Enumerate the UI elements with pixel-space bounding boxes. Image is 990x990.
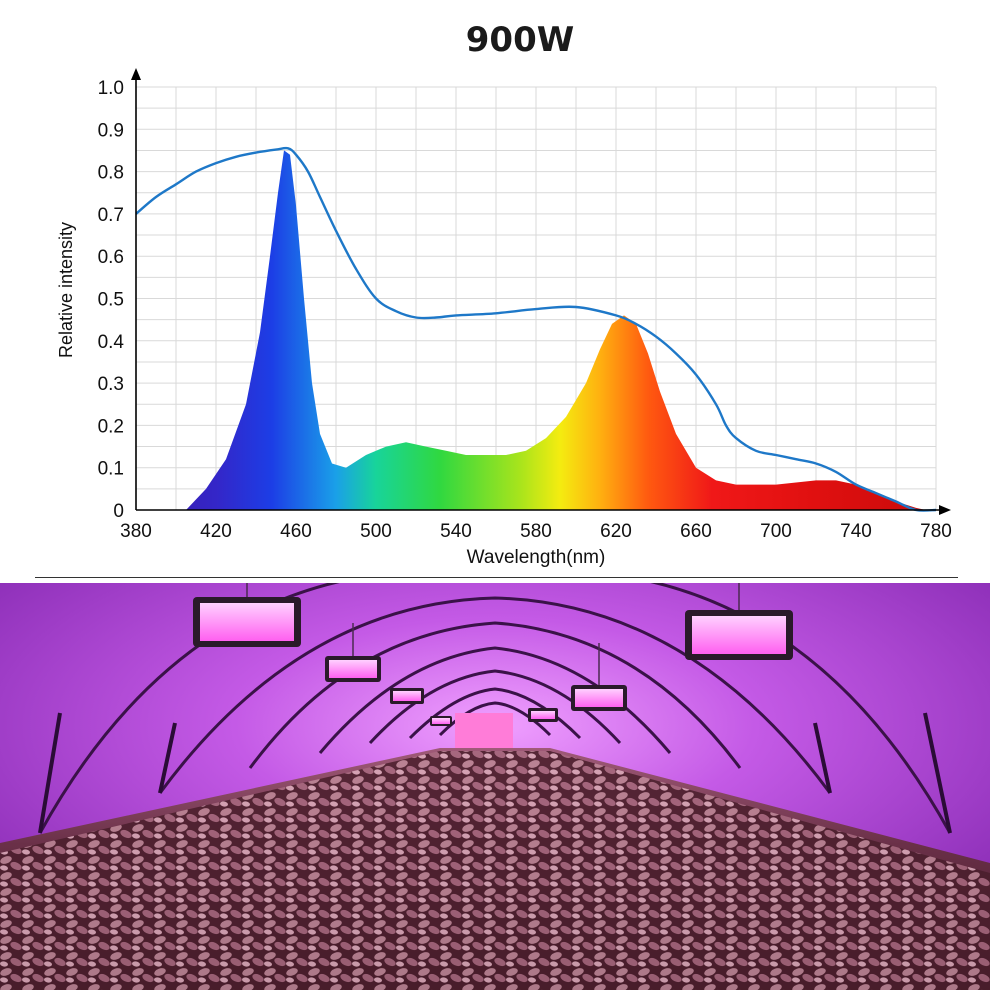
grow-light-panels [193, 597, 793, 726]
grow-light-panel [430, 716, 452, 726]
crop-leaves [0, 751, 990, 990]
x-tick-label: 500 [360, 521, 392, 542]
hanging-wires [246, 583, 740, 685]
y-tick-label: 0.2 [98, 416, 124, 437]
grow-light-panel [685, 610, 793, 660]
x-tick-label: 740 [840, 521, 872, 542]
x-tick-label: 420 [200, 521, 232, 542]
x-tick-label: 700 [760, 521, 792, 542]
y-tick-label: 0.7 [98, 205, 124, 226]
y-tick-label: 0.5 [98, 290, 124, 311]
axes [131, 68, 951, 515]
tunnel-posts [38, 712, 952, 834]
y-tick-label: 0.6 [98, 247, 124, 268]
grow-light-panel [571, 685, 627, 711]
y-tick-label: 0.9 [98, 120, 124, 141]
grow-light-panel [193, 597, 301, 647]
y-tick-label: 0 [113, 501, 124, 522]
x-tick-label: 540 [440, 521, 472, 542]
x-axis-arrow [939, 505, 951, 515]
x-tick-label: 780 [920, 521, 952, 542]
grow-light-panel [528, 708, 558, 722]
spectrum-chart: 380 420 460 500 540 580 620 660 700 740 780 0 0.1 0.… [56, 68, 952, 568]
tunnel-end [455, 713, 513, 749]
chart-title: 900W [465, 20, 575, 60]
y-tick-label: 0.8 [98, 163, 124, 184]
x-tick-labels: 380 420 460 500 540 580 620 660 700 740 780 [120, 521, 952, 542]
x-tick-label: 660 [680, 521, 712, 542]
spectrum-area [186, 150, 926, 510]
x-tick-label: 380 [120, 521, 152, 542]
y-tick-label: 0.4 [98, 332, 125, 353]
y-tick-label: 1.0 [98, 78, 124, 99]
y-tick-label: 0.3 [98, 374, 124, 395]
x-tick-label: 620 [600, 521, 632, 542]
x-tick-label: 460 [280, 521, 312, 542]
y-tick-label: 0.1 [98, 459, 124, 480]
y-axis-arrow [131, 68, 141, 80]
x-axis-label: Wavelength(nm) [467, 547, 606, 568]
x-tick-label: 580 [520, 521, 552, 542]
greenhouse-photo [0, 583, 990, 990]
y-axis-label: Relative intensity [56, 222, 76, 358]
y-tick-labels: 0 0.1 0.2 0.3 0.4 0.5 0.6 0.7 0.8 0.9 1.0 [98, 78, 125, 522]
section-divider [35, 577, 958, 578]
grow-light-panel [390, 688, 424, 704]
grow-light-panel [325, 656, 381, 682]
envelope-line [135, 146, 937, 512]
